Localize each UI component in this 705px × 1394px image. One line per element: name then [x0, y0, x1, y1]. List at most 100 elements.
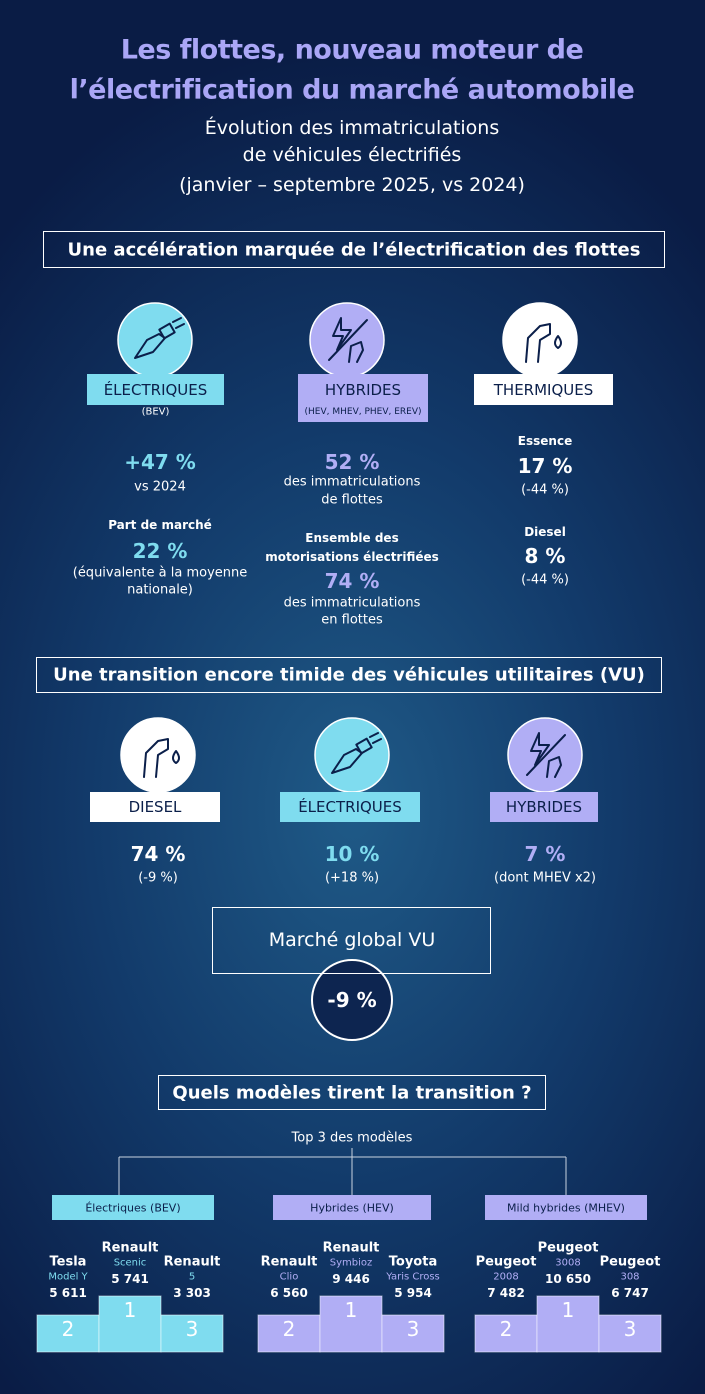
subheading: Top 3 des modèles — [291, 1130, 413, 1146]
model-value: 7 482 — [487, 1286, 525, 1300]
model-value: 6 560 — [270, 1286, 308, 1300]
podium-step — [381, 1314, 445, 1353]
model-brand: Peugeot — [475, 1254, 537, 1270]
model-brand: Peugeot — [599, 1254, 661, 1270]
model-value: 9 446 — [332, 1272, 370, 1286]
model-name: Yaris Cross — [386, 1271, 440, 1283]
icon-plug — [117, 302, 193, 378]
label-box — [90, 792, 220, 822]
model-name: 2008 — [493, 1271, 519, 1283]
column-text: (-44 %) — [521, 482, 569, 498]
model-brand: Renault — [101, 1240, 159, 1256]
icon-plug — [314, 717, 390, 793]
model-name: 308 — [620, 1271, 640, 1283]
model-value: 3 303 — [173, 1286, 211, 1300]
section-box — [158, 1075, 546, 1110]
podium-rank: 1 — [123, 1298, 137, 1322]
podium-step — [598, 1314, 662, 1353]
column-value: 7 % — [524, 842, 566, 866]
column-text: +47 % — [124, 450, 196, 474]
model-value: 10 650 — [545, 1272, 591, 1286]
column-text: 17 % — [517, 454, 573, 478]
model-brand: Renault — [163, 1254, 221, 1270]
column-label: HYBRIDES — [505, 798, 583, 816]
column-text: des immatriculations — [283, 595, 421, 611]
model-brand: Renault — [322, 1240, 380, 1256]
model-brand: Renault — [260, 1254, 318, 1270]
group-label: Mild hybrides (MHEV) — [507, 1201, 625, 1215]
column-text: vs 2024 — [134, 479, 186, 495]
podium-rank: 3 — [623, 1317, 637, 1341]
column-text: motorisations électrifiées — [265, 550, 439, 564]
group-label-box — [485, 1195, 647, 1220]
title: l’électrification du marché automobile — [69, 74, 635, 106]
model-value: 5 741 — [111, 1272, 149, 1286]
model-brand: Tesla — [49, 1254, 87, 1270]
podium-step — [160, 1314, 224, 1353]
column-label: THERMIQUES — [493, 381, 594, 399]
column-text: 22 % — [132, 539, 188, 563]
icon-pump — [502, 302, 578, 378]
icon-bolt — [309, 302, 385, 378]
podium-step — [536, 1295, 600, 1353]
section-box — [36, 657, 662, 693]
column-text: Ensemble des — [305, 531, 399, 545]
column-text: nationale) — [127, 582, 193, 598]
column-label: DIESEL — [128, 798, 182, 816]
column-text: (-44 %) — [521, 572, 569, 588]
column-text: Diesel — [524, 525, 566, 539]
podium-rank: 3 — [185, 1317, 199, 1341]
subtitle: Évolution des immatriculations — [204, 117, 500, 139]
column-text: 8 % — [524, 544, 566, 568]
column-value: 74 % — [130, 842, 186, 866]
column-note: (dont MHEV x2) — [493, 870, 597, 886]
global-box — [212, 907, 491, 974]
podium-rank: 1 — [344, 1298, 358, 1322]
column-sublabel: (HEV, MHEV, PHEV, EREV) — [304, 407, 422, 417]
podium-step — [257, 1314, 321, 1353]
column-sublabel: (BEV) — [141, 406, 170, 418]
model-brand: Toyota — [388, 1254, 438, 1270]
global-circle — [311, 959, 393, 1041]
column-value: 10 % — [324, 842, 380, 866]
column-label: HYBRIDES — [324, 381, 402, 399]
column-note: (-9 %) — [138, 870, 178, 886]
section-box — [43, 231, 665, 268]
model-value: 6 747 — [611, 1286, 649, 1300]
title: Les flottes, nouveau moteur de — [120, 34, 584, 66]
model-name: Symbioz — [329, 1257, 373, 1269]
label-box — [474, 374, 613, 405]
label-box — [280, 792, 420, 822]
podium-rank: 2 — [61, 1317, 75, 1341]
model-value: 5 611 — [49, 1286, 87, 1300]
section-heading: Quels modèles tirent la transition ? — [172, 1082, 532, 1104]
podium-rank: 2 — [282, 1317, 296, 1341]
section-heading: Une accélération marquée de l’électrific… — [67, 239, 641, 261]
label-box — [87, 374, 224, 405]
icon-pump — [120, 717, 196, 793]
column-text: Essence — [517, 434, 573, 448]
group-label-box — [273, 1195, 431, 1220]
group-label-box — [52, 1195, 214, 1220]
column-text: en flottes — [321, 612, 383, 628]
model-name: Clio — [279, 1271, 299, 1283]
podium-rank: 2 — [499, 1317, 513, 1341]
model-brand: Peugeot — [537, 1240, 599, 1256]
column-text: de flottes — [321, 492, 383, 508]
subtitle: (janvier – septembre 2025, vs 2024) — [179, 174, 525, 196]
section-heading: Une transition encore timide des véhicul… — [53, 664, 645, 686]
column-text: 52 % — [324, 450, 380, 474]
podium-step — [36, 1314, 100, 1353]
podium-rank: 1 — [561, 1298, 575, 1322]
group-label: Électriques (BEV) — [85, 1201, 181, 1215]
model-value: 5 954 — [394, 1286, 432, 1300]
icon-bolt — [507, 717, 583, 793]
column-label: ÉLECTRIQUES — [298, 798, 402, 816]
model-name: Scenic — [113, 1257, 147, 1269]
global-label: Marché global VU — [268, 929, 436, 951]
model-name: 5 — [188, 1271, 196, 1283]
column-note: (+18 %) — [324, 870, 380, 886]
column-text: (équivalente à la moyenne — [72, 565, 248, 581]
